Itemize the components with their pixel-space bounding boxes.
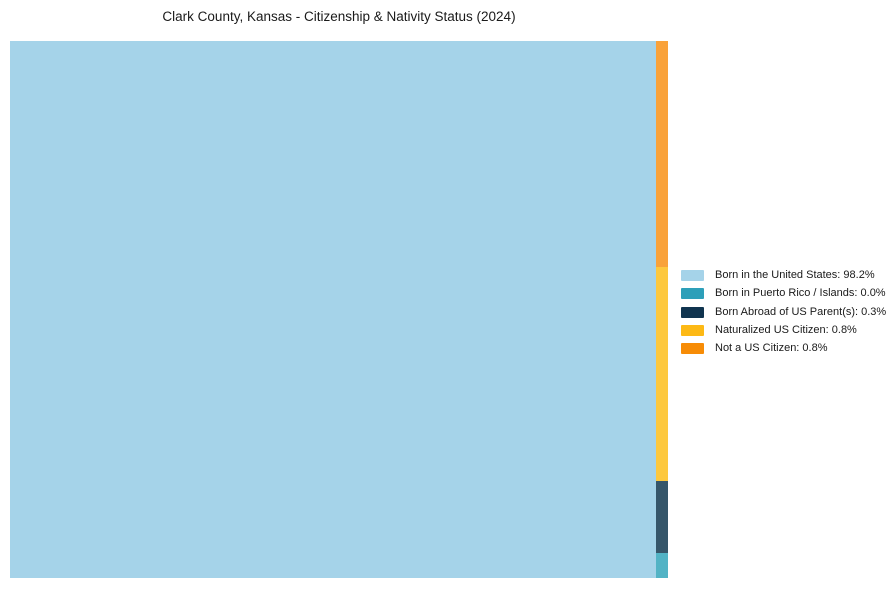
legend-swatch-icon	[681, 288, 704, 300]
legend-item: Born in Puerto Rico / Islands: 0.0%	[681, 287, 886, 300]
legend-item: Born in the United States: 98.2%	[681, 270, 886, 281]
legend-swatch-icon	[681, 306, 704, 318]
treemap-segment	[656, 41, 668, 267]
legend-item: Not a US Citizen: 0.8%	[681, 342, 886, 355]
treemap-segment	[656, 481, 668, 553]
legend-item: Born Abroad of US Parent(s): 0.3%	[681, 305, 887, 318]
legend: Born in the United States: 98.2% Born in…	[681, 270, 887, 355]
legend-swatch-icon	[681, 270, 704, 281]
treemap-minor-strip	[656, 41, 668, 578]
treemap-segment	[656, 553, 668, 578]
chart-title: Clark County, Kansas - Citizenship & Nat…	[162, 9, 516, 24]
legend-item-label: Born Abroad of US Parent(s): 0.3%	[715, 305, 887, 318]
legend-swatch-icon	[681, 324, 704, 336]
legend-item-label: Born in the United States: 98.2%	[715, 269, 875, 281]
legend-item-label: Born in Puerto Rico / Islands: 0.0%	[715, 287, 886, 300]
treemap-plot	[10, 41, 668, 578]
legend-item: Naturalized US Citizen: 0.8%	[681, 323, 886, 336]
legend-swatch-icon	[681, 343, 704, 355]
legend-item-label: Not a US Citizen: 0.8%	[715, 342, 828, 355]
treemap-rect-born-in-us	[10, 41, 656, 578]
legend-item-label: Naturalized US Citizen: 0.8%	[715, 323, 857, 336]
treemap-segment	[656, 267, 668, 481]
